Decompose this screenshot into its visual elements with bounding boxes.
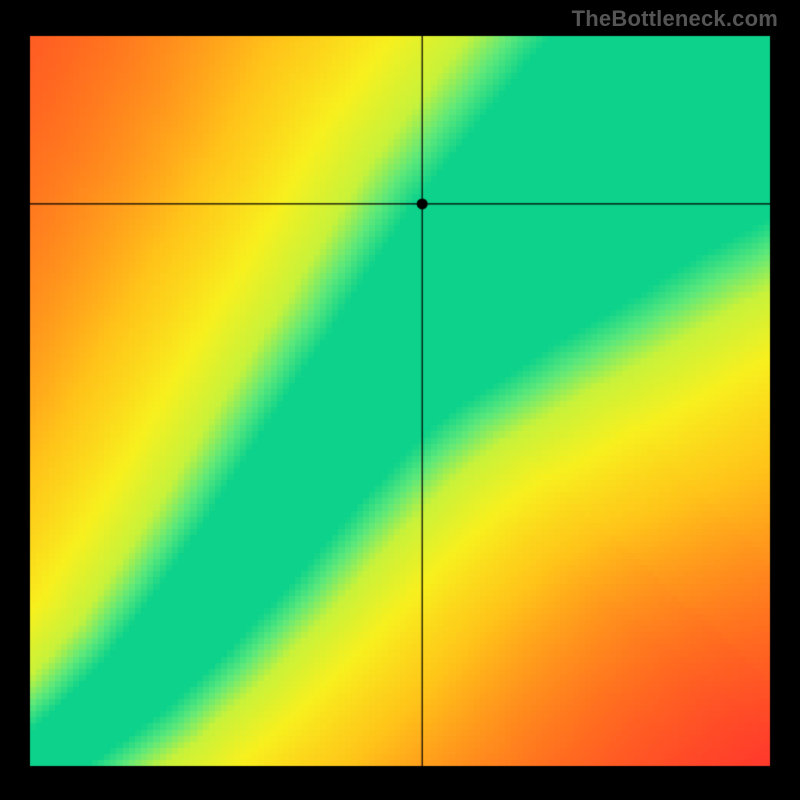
watermark: TheBottleneck.com <box>572 6 778 32</box>
heatmap-canvas <box>0 0 800 800</box>
